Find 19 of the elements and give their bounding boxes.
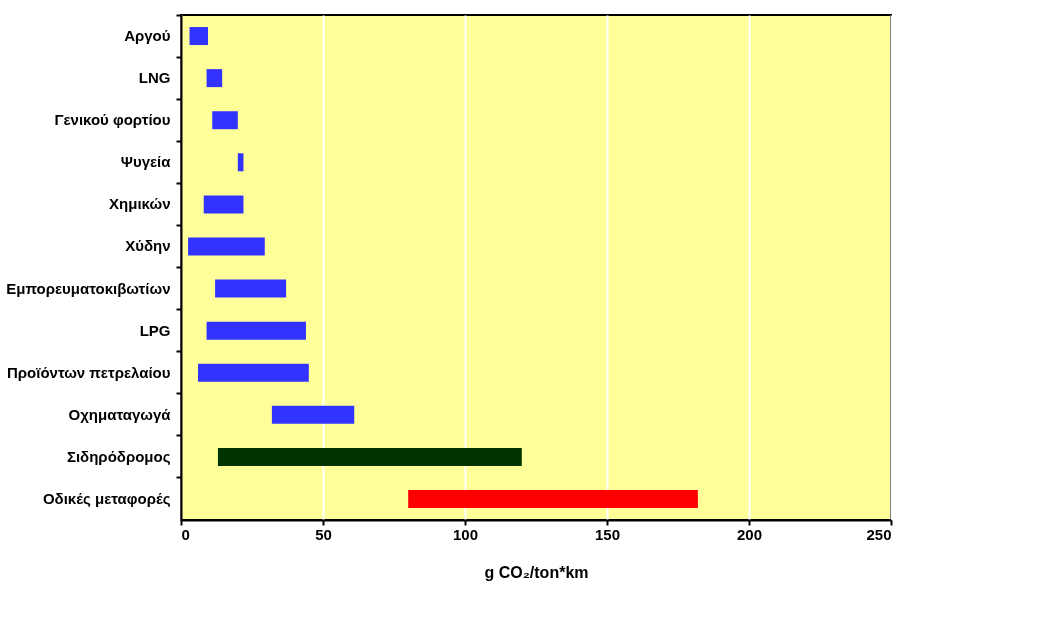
x-tick-label: 50 [315, 525, 332, 543]
y-tick-label: Γενικού φορτίου [54, 111, 171, 129]
y-tick-label: LPG [139, 321, 171, 339]
y-tick-label: Ψυγεία [120, 153, 172, 171]
y-tick-label: Οδικές μεταφορές [42, 489, 171, 507]
y-tick-label: Αργού [124, 27, 171, 45]
x-tick-label: 150 [594, 525, 621, 543]
y-tick-label: Χύδην [125, 237, 171, 255]
x-tick-label: 200 [736, 525, 763, 543]
y-tick-label: Χημικών [109, 195, 171, 213]
x-tick-label: 0 [181, 525, 190, 543]
y-tick-label: Σιδηρόδρομος [66, 447, 171, 465]
x-tick-label: 250 [866, 525, 892, 543]
x-axis-title: g CO₂/ton*km [484, 563, 589, 581]
y-tick-label: LNG [138, 69, 171, 87]
y-tick-label: Εμπορευματοκιβωτίων [6, 279, 171, 297]
y-tick-label: Προϊόντων πετρελαίου [6, 363, 171, 381]
x-tick-label: 100 [452, 525, 479, 543]
y-tick-label: Οχηματαγωγά [68, 405, 172, 423]
